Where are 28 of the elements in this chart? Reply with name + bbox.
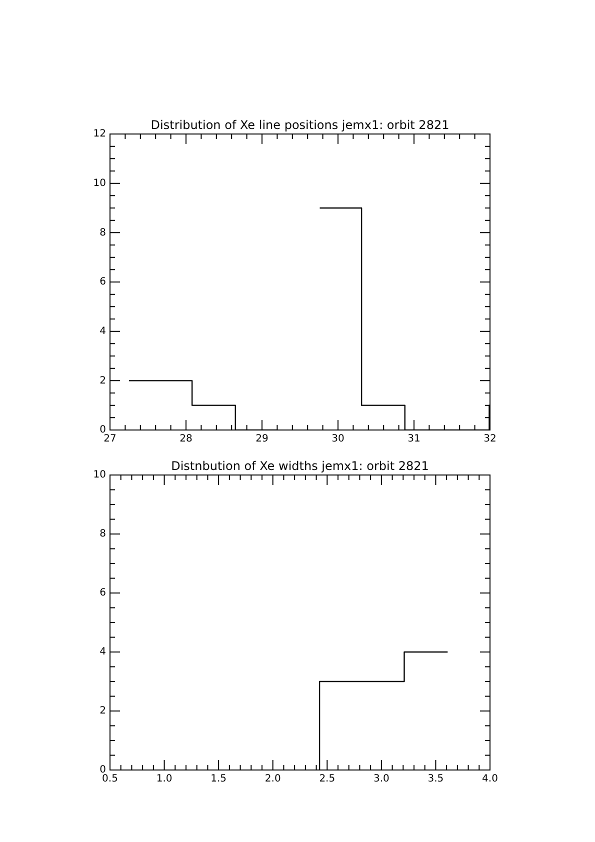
y-tick-label: 4 [100,646,106,658]
x-tick-label: 2.5 [319,774,336,785]
y-tick-label: 0 [100,424,106,436]
x-tick-label: 30 [332,434,344,445]
x-tick-label: 1.0 [156,774,172,785]
x-tick-label: 4.0 [482,774,498,785]
y-tick-label: 10 [93,470,106,481]
y-tick-label: 4 [100,326,106,337]
y-tick-label: 2 [100,375,106,386]
chart-title: Distnbution of Xe widths jemx1: orbit 2821 [171,459,429,473]
x-tick-label: 27 [104,434,116,445]
x-tick-label: 28 [180,434,192,445]
x-tick-label: 3.5 [428,774,444,785]
x-tick-label: 32 [484,434,496,445]
x-tick-label: 3.0 [373,774,390,785]
y-tick-label: 10 [93,178,106,189]
x-tick-label: 0.5 [102,774,118,785]
y-tick-label: 6 [100,588,106,599]
y-tick-label: 6 [100,276,106,288]
x-tick-label: 31 [408,434,420,445]
x-tick-label: 2.0 [264,774,281,785]
x-tick-label: 29 [256,434,268,445]
y-tick-label: 12 [93,128,106,140]
y-tick-label: 8 [100,227,106,238]
y-tick-label: 2 [100,706,106,717]
x-tick-label: 1.5 [210,774,227,785]
y-tick-label: 8 [100,528,106,540]
chart-title: Distribution of Xe line positions jemx1: orbit 2821 [150,118,450,132]
